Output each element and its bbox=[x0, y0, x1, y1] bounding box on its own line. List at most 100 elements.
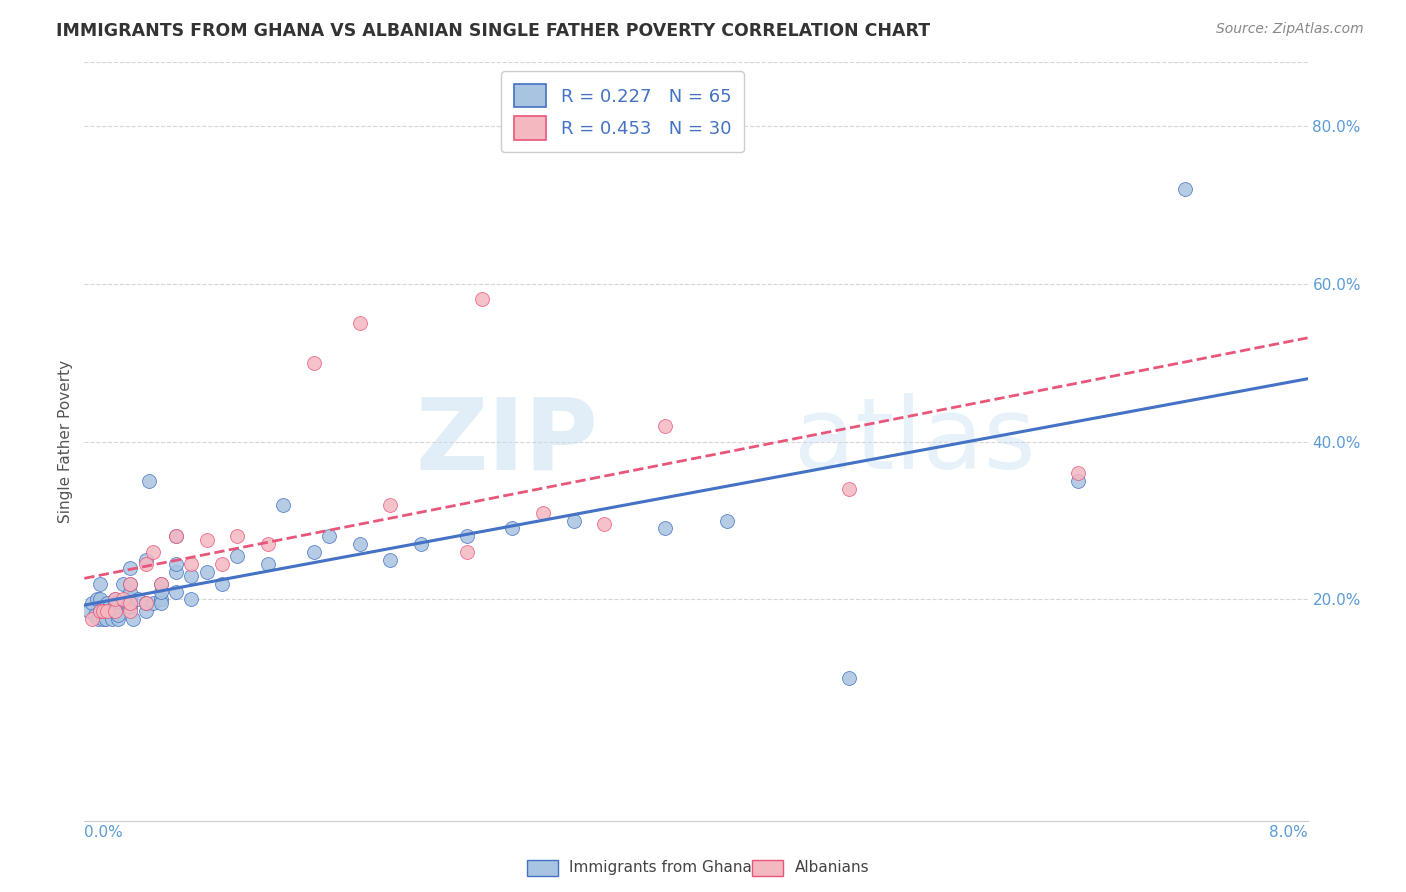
Point bbox=[127, 592, 149, 607]
Point bbox=[271, 498, 294, 512]
Point bbox=[135, 557, 157, 571]
Y-axis label: Single Father Poverty: Single Father Poverty bbox=[58, 360, 73, 523]
Point bbox=[195, 533, 218, 548]
Point bbox=[531, 506, 554, 520]
Point bbox=[380, 498, 402, 512]
Legend: R = 0.227   N = 65, R = 0.453   N = 30: R = 0.227 N = 65, R = 0.453 N = 30 bbox=[501, 71, 744, 153]
Point bbox=[562, 514, 585, 528]
Point bbox=[96, 604, 118, 618]
Point bbox=[318, 529, 340, 543]
Point bbox=[104, 592, 127, 607]
Point bbox=[456, 529, 478, 543]
Point bbox=[89, 592, 111, 607]
Point bbox=[165, 584, 187, 599]
Point bbox=[135, 597, 157, 611]
Point bbox=[107, 608, 129, 623]
Point bbox=[91, 600, 114, 615]
Point bbox=[104, 592, 127, 607]
Point bbox=[165, 557, 187, 571]
Point bbox=[104, 604, 127, 618]
Point bbox=[838, 672, 860, 686]
Text: 0.0%: 0.0% bbox=[84, 824, 124, 839]
Point bbox=[142, 545, 165, 559]
Point bbox=[302, 545, 325, 559]
Point bbox=[349, 537, 371, 551]
Point bbox=[654, 418, 676, 433]
Point bbox=[111, 576, 134, 591]
Point bbox=[120, 576, 142, 591]
Point bbox=[120, 561, 142, 575]
Point bbox=[211, 557, 233, 571]
Point bbox=[120, 604, 142, 618]
Text: ZIP: ZIP bbox=[415, 393, 598, 490]
Point bbox=[104, 604, 127, 618]
Point bbox=[149, 584, 172, 599]
Point bbox=[120, 576, 142, 591]
Point bbox=[89, 604, 111, 618]
Point bbox=[165, 529, 187, 543]
Point bbox=[93, 600, 115, 615]
Point bbox=[107, 612, 129, 626]
Point bbox=[120, 592, 142, 607]
Point bbox=[1174, 182, 1197, 196]
Point bbox=[165, 529, 187, 543]
Point bbox=[96, 597, 118, 611]
Point bbox=[226, 549, 249, 563]
Point bbox=[120, 584, 142, 599]
Point bbox=[135, 553, 157, 567]
Point bbox=[195, 565, 218, 579]
Point bbox=[1067, 466, 1090, 480]
Point bbox=[84, 608, 107, 623]
Point bbox=[226, 529, 249, 543]
Point bbox=[89, 604, 111, 618]
Point bbox=[111, 592, 134, 607]
Point bbox=[409, 537, 432, 551]
Point bbox=[120, 600, 142, 615]
Point bbox=[97, 600, 120, 615]
Point bbox=[93, 604, 115, 618]
Point bbox=[593, 517, 616, 532]
Point bbox=[471, 293, 494, 307]
Point bbox=[654, 521, 676, 535]
Point bbox=[349, 316, 371, 330]
Point bbox=[149, 592, 172, 607]
Point bbox=[257, 557, 280, 571]
Point bbox=[122, 612, 145, 626]
Text: Immigrants from Ghana: Immigrants from Ghana bbox=[569, 861, 752, 875]
Text: atlas: atlas bbox=[794, 393, 1035, 490]
Point bbox=[80, 612, 103, 626]
Text: Albanians: Albanians bbox=[794, 861, 869, 875]
Point bbox=[80, 597, 103, 611]
Point bbox=[135, 597, 157, 611]
Point bbox=[98, 604, 121, 618]
Point bbox=[180, 557, 202, 571]
Point bbox=[149, 576, 172, 591]
Point bbox=[104, 597, 127, 611]
Text: IMMIGRANTS FROM GHANA VS ALBANIAN SINGLE FATHER POVERTY CORRELATION CHART: IMMIGRANTS FROM GHANA VS ALBANIAN SINGLE… bbox=[56, 22, 931, 40]
Point bbox=[180, 569, 202, 583]
Point bbox=[96, 604, 118, 618]
Point bbox=[165, 565, 187, 579]
Point bbox=[716, 514, 738, 528]
Point bbox=[135, 604, 157, 618]
Point bbox=[89, 576, 111, 591]
Point bbox=[302, 355, 325, 369]
Point bbox=[502, 521, 524, 535]
Point bbox=[257, 537, 280, 551]
Point bbox=[101, 612, 124, 626]
Point bbox=[149, 597, 172, 611]
Point bbox=[456, 545, 478, 559]
Point bbox=[94, 612, 117, 626]
Point bbox=[149, 576, 172, 591]
Point bbox=[1067, 474, 1090, 488]
Point bbox=[87, 612, 110, 626]
Point bbox=[838, 482, 860, 496]
Point bbox=[120, 597, 142, 611]
Point bbox=[104, 600, 127, 615]
Point bbox=[142, 597, 165, 611]
Point bbox=[77, 604, 100, 618]
Point bbox=[211, 576, 233, 591]
Text: Source: ZipAtlas.com: Source: ZipAtlas.com bbox=[1216, 22, 1364, 37]
Point bbox=[91, 612, 114, 626]
Point bbox=[91, 604, 114, 618]
